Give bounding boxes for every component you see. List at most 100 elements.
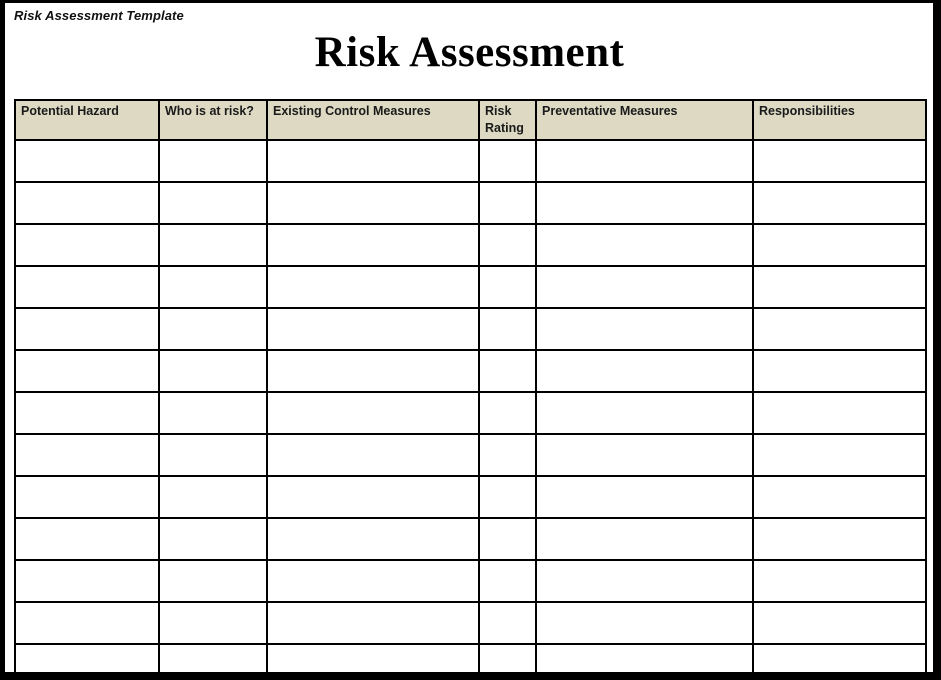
table-cell-potential-hazard <box>14 223 160 267</box>
table-cell-who-is-at-risk <box>158 265 268 309</box>
table-cell-potential-hazard <box>14 559 160 603</box>
table-cell-responsibilities <box>752 139 927 183</box>
table-cell-existing-controls <box>266 517 480 561</box>
table-body <box>14 139 927 672</box>
table-cell-who-is-at-risk <box>158 139 268 183</box>
table-cell-existing-controls <box>266 181 480 225</box>
table-cell-risk-rating <box>478 517 537 561</box>
table-cell-existing-controls <box>266 433 480 477</box>
table-cell-preventative-measures <box>535 559 754 603</box>
table-cell-risk-rating <box>478 433 537 477</box>
table-cell-who-is-at-risk <box>158 475 268 519</box>
table-cell-preventative-measures <box>535 265 754 309</box>
table-cell-potential-hazard <box>14 391 160 435</box>
table-cell-preventative-measures <box>535 349 754 393</box>
table-cell-responsibilities <box>752 643 927 672</box>
table-cell-potential-hazard <box>14 601 160 645</box>
document-header-label: Risk Assessment Template <box>14 8 184 23</box>
table-cell-risk-rating <box>478 559 537 603</box>
table-cell-who-is-at-risk <box>158 391 268 435</box>
col-header-who-is-at-risk: Who is at risk? <box>158 99 268 141</box>
table-cell-potential-hazard <box>14 265 160 309</box>
table-cell-who-is-at-risk <box>158 181 268 225</box>
table-cell-potential-hazard <box>14 475 160 519</box>
col-header-preventative-measures: Preventative Measures <box>535 99 754 141</box>
table-row <box>14 139 927 183</box>
table-cell-risk-rating <box>478 391 537 435</box>
table-cell-who-is-at-risk <box>158 517 268 561</box>
table-cell-preventative-measures <box>535 223 754 267</box>
table-cell-preventative-measures <box>535 433 754 477</box>
table-cell-responsibilities <box>752 181 927 225</box>
table-row <box>14 559 927 603</box>
col-header-existing-control-measures: Existing Control Measures <box>266 99 480 141</box>
table-cell-responsibilities <box>752 265 927 309</box>
table-cell-responsibilities <box>752 223 927 267</box>
table-cell-existing-controls <box>266 223 480 267</box>
table-cell-existing-controls <box>266 475 480 519</box>
table-row <box>14 391 927 435</box>
table-cell-who-is-at-risk <box>158 349 268 393</box>
table-cell-risk-rating <box>478 265 537 309</box>
table-row <box>14 517 927 561</box>
table-row <box>14 601 927 645</box>
table-cell-existing-controls <box>266 349 480 393</box>
table-cell-existing-controls <box>266 307 480 351</box>
table-cell-risk-rating <box>478 223 537 267</box>
table-cell-potential-hazard <box>14 433 160 477</box>
col-header-risk-rating: Risk Rating <box>478 99 537 141</box>
table-cell-preventative-measures <box>535 139 754 183</box>
table-cell-risk-rating <box>478 643 537 672</box>
table-cell-potential-hazard <box>14 139 160 183</box>
table-row <box>14 265 927 309</box>
table-cell-preventative-measures <box>535 601 754 645</box>
table-cell-responsibilities <box>752 601 927 645</box>
table-cell-responsibilities <box>752 475 927 519</box>
table-cell-responsibilities <box>752 559 927 603</box>
table-cell-responsibilities <box>752 517 927 561</box>
table-cell-risk-rating <box>478 475 537 519</box>
table-cell-potential-hazard <box>14 181 160 225</box>
table-row <box>14 307 927 351</box>
table-cell-existing-controls <box>266 391 480 435</box>
table-cell-potential-hazard <box>14 307 160 351</box>
table-row <box>14 223 927 267</box>
table-cell-responsibilities <box>752 349 927 393</box>
table-cell-responsibilities <box>752 307 927 351</box>
table-cell-preventative-measures <box>535 517 754 561</box>
table-cell-potential-hazard <box>14 517 160 561</box>
col-header-potential-hazard: Potential Hazard <box>14 99 160 141</box>
table-cell-responsibilities <box>752 433 927 477</box>
risk-assessment-table: Potential Hazard Who is at risk? Existin… <box>14 99 927 672</box>
table-cell-risk-rating <box>478 181 537 225</box>
table-cell-existing-controls <box>266 601 480 645</box>
table-cell-potential-hazard <box>14 349 160 393</box>
table-row <box>14 475 927 519</box>
table-cell-risk-rating <box>478 601 537 645</box>
table-cell-existing-controls <box>266 559 480 603</box>
table-cell-preventative-measures <box>535 391 754 435</box>
table-cell-preventative-measures <box>535 307 754 351</box>
page-title: Risk Assessment <box>314 29 625 76</box>
table-cell-potential-hazard <box>14 643 160 672</box>
table-cell-preventative-measures <box>535 181 754 225</box>
table-row <box>14 349 927 393</box>
table-cell-who-is-at-risk <box>158 307 268 351</box>
table-cell-preventative-measures <box>535 475 754 519</box>
table-row <box>14 433 927 477</box>
table-cell-who-is-at-risk <box>158 433 268 477</box>
table-cell-who-is-at-risk <box>158 559 268 603</box>
table-cell-preventative-measures <box>535 643 754 672</box>
table-cell-risk-rating <box>478 139 537 183</box>
table-cell-risk-rating <box>478 349 537 393</box>
table-cell-existing-controls <box>266 265 480 309</box>
table-cell-existing-controls <box>266 643 480 672</box>
table-row <box>14 643 927 672</box>
table-cell-who-is-at-risk <box>158 223 268 267</box>
table-cell-who-is-at-risk <box>158 643 268 672</box>
col-header-responsibilities: Responsibilities <box>752 99 927 141</box>
table-cell-existing-controls <box>266 139 480 183</box>
table-cell-risk-rating <box>478 307 537 351</box>
table-row <box>14 181 927 225</box>
